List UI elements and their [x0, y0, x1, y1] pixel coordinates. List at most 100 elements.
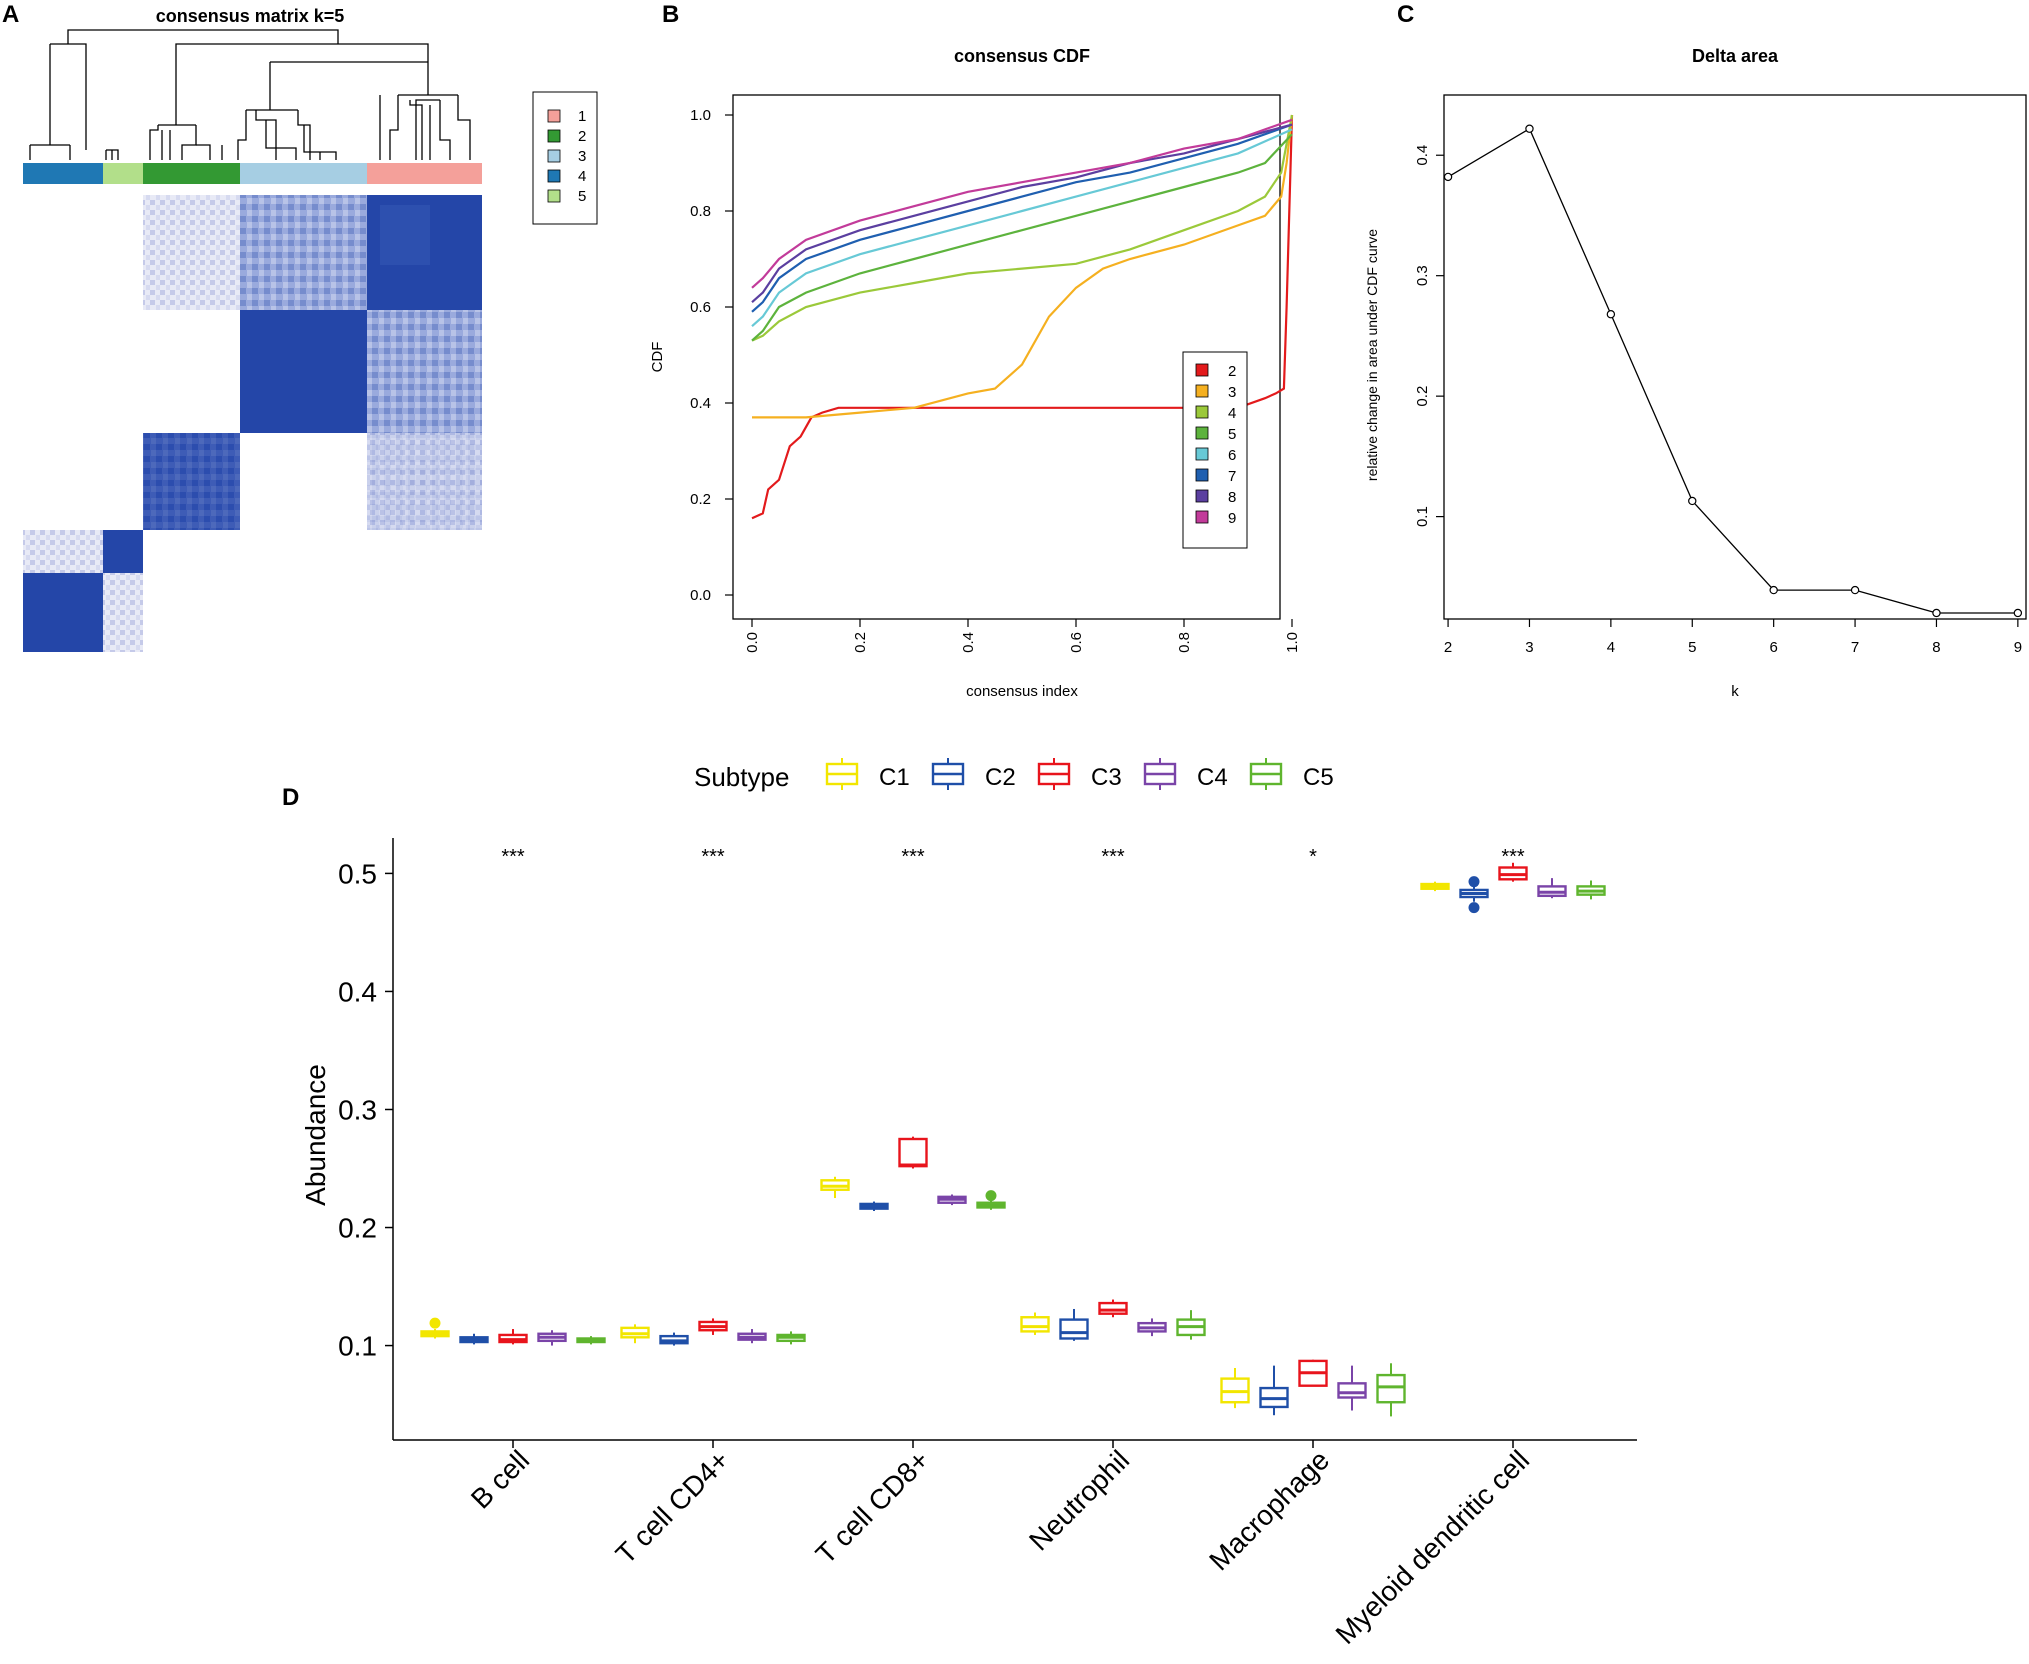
dendrogram	[29, 29, 471, 160]
delta-xtick-label: 3	[1525, 639, 1533, 656]
cdf-xtick-label: 0.4	[960, 632, 977, 653]
cluster-bar-1	[367, 163, 482, 184]
cdf-legend-label-9: 9	[1228, 510, 1236, 527]
cdf-line-k5	[751, 133, 1293, 342]
cluster-bar-5	[103, 163, 143, 184]
panel-a-label: A	[2, 1, 19, 28]
box-legend-title: Subtype	[694, 762, 789, 792]
panel-c-label: C	[1397, 1, 1414, 28]
cdf-xtick-label: 0.0	[744, 632, 761, 653]
significance-label: ***	[701, 846, 725, 868]
cdf-line-k8	[751, 123, 1293, 304]
dendro-1f	[439, 100, 451, 160]
heat-link-2-1a	[143, 195, 240, 310]
dendro-left-g	[106, 149, 119, 160]
cdf-ytick-label: 0.4	[690, 395, 711, 412]
legend-label-4: 4	[578, 168, 586, 185]
box-legend-label-C4: C4	[1197, 764, 1228, 791]
cdf-xtick-label: 0.8	[1176, 632, 1193, 653]
cdf-line-k4	[751, 114, 1294, 342]
box-legend-label-C1: C1	[879, 764, 910, 791]
box-ytick-label: 0.4	[338, 976, 377, 1007]
box-body-C4	[1337, 1382, 1367, 1399]
legend-label-2: 2	[578, 128, 586, 145]
heatmap	[23, 195, 482, 652]
cdf-line-k3	[752, 114, 1294, 419]
delta-xtick-label: 2	[1444, 639, 1452, 656]
panel-d-label: D	[282, 784, 299, 811]
legend-label-5: 5	[578, 188, 586, 205]
delta-point	[1850, 585, 1860, 595]
box-xtick-label: B cell	[465, 1444, 535, 1514]
cdf-legend-swatch-5	[1195, 426, 1209, 440]
cdf-legend-swatch-3	[1195, 384, 1209, 398]
dendro-right	[175, 43, 429, 62]
heat-block-2-edge	[143, 433, 240, 530]
significance-label: ***	[1101, 846, 1125, 868]
cluster-bar-3	[240, 163, 367, 184]
delta-xtick-label: 4	[1607, 639, 1615, 656]
delta-ylabel: relative change in area under CDF curve	[1364, 229, 1380, 481]
box-body-C1	[1020, 1316, 1050, 1333]
dendro-3b	[237, 110, 247, 160]
heat-link-2-1c	[367, 433, 482, 530]
cdf-xlabel: consensus index	[966, 683, 1078, 700]
delta-point	[1688, 496, 1697, 506]
cluster-legend-box	[532, 91, 598, 225]
significance-label: ***	[501, 846, 525, 868]
cdf-title: consensus CDF	[954, 46, 1090, 66]
delta-xtick-label: 7	[1851, 639, 1859, 656]
legend-swatch-2	[547, 129, 561, 143]
delta-point	[1443, 172, 1453, 182]
dendro-2b	[149, 125, 159, 160]
cdf-legend-label-2: 2	[1228, 363, 1236, 380]
cdf-xtick-label: 0.6	[1068, 632, 1085, 653]
heat-block-5	[103, 530, 143, 573]
cdf-legend-label-8: 8	[1228, 489, 1236, 506]
dendro-2e	[181, 125, 197, 160]
heat-block-1-inner	[380, 205, 430, 265]
heat-link-4-5b	[103, 573, 143, 652]
delta-ytick-label: 0.3	[1414, 265, 1431, 286]
delta-series	[1443, 124, 2023, 618]
box-ylabel: Abundance	[300, 1064, 331, 1206]
cdf-ytick-label: 0.6	[690, 299, 711, 316]
delta-point	[1525, 124, 1534, 133]
legend-label-1: 1	[578, 108, 586, 125]
cdf-legend-swatch-8	[1195, 489, 1209, 503]
cdf-series	[751, 114, 1294, 520]
dendro-1g	[457, 95, 471, 160]
box-ytick-label: 0.1	[338, 1331, 377, 1362]
heat-block-3	[240, 310, 367, 433]
cdf-ylabel: CDF	[649, 342, 666, 373]
heat-link-4-5a	[23, 530, 103, 573]
box-xtick-label: Neutrophil	[1023, 1444, 1135, 1556]
dendro-left	[50, 43, 87, 150]
box-outlier-C5	[985, 1190, 997, 1202]
cdf-legend-box	[1182, 351, 1248, 549]
legend-swatch-4	[547, 169, 561, 183]
dendro-2f	[196, 144, 211, 160]
cluster-legend: 1 2 3 4 5	[532, 91, 598, 225]
delta-point	[1769, 585, 1778, 595]
legend-swatch-3	[547, 149, 561, 163]
cdf-legend-label-4: 4	[1228, 405, 1236, 422]
delta-ytick-label: 0.2	[1414, 386, 1431, 407]
cdf-xtick-label: 0.2	[852, 632, 869, 653]
significance-label: ***	[901, 846, 925, 868]
cdf-line-k6	[751, 128, 1293, 328]
cdf-legend-label-3: 3	[1228, 384, 1236, 401]
box-legend-label-C5: C5	[1303, 764, 1334, 791]
box-outlier-C2	[1468, 902, 1480, 914]
delta-point	[1606, 310, 1616, 319]
heatmap-title: consensus matrix k=5	[156, 6, 345, 26]
cdf-axes: 0.0 0.2 0.4 0.6 0.8 1.0 0.0 0.2 0.4 0.6 0.8 1.0	[690, 107, 1301, 653]
delta-ytick-label: 0.4	[1414, 145, 1431, 166]
delta-xtick-label: 9	[2014, 639, 2022, 656]
cdf-legend-swatch-7	[1195, 468, 1209, 482]
cdf-legend-swatch-6	[1195, 447, 1209, 461]
cdf-line-k2	[751, 114, 1294, 520]
box-legend-items: C1 C2 C3 C4 C5	[825, 758, 1334, 791]
cdf-frame	[732, 94, 1281, 620]
